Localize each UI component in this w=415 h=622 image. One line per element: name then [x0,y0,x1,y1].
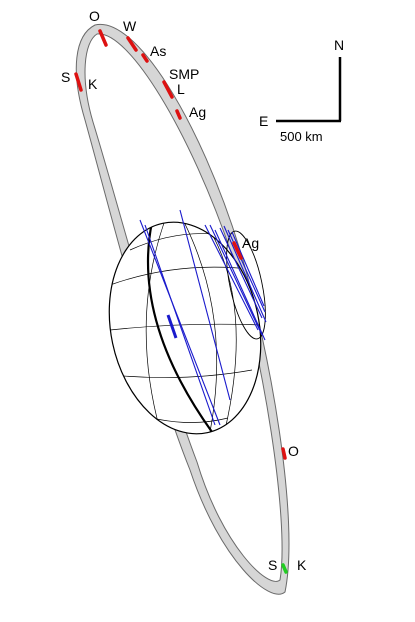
label-k-bottom: K [297,557,307,573]
east-label: E [259,113,268,129]
segment-as [141,53,149,63]
chord [204,224,259,331]
segment-o-top [98,29,108,47]
chord [231,231,265,307]
chord-short [166,314,178,339]
body-globe [108,217,266,435]
segment-s-left [74,72,83,92]
chord [209,224,263,336]
label-l: L [177,81,185,97]
label-ag-mid: Ag [242,235,259,251]
chord [179,209,231,401]
label-k-left: K [88,76,98,92]
central-meridian [146,221,213,433]
segment-o-lower [281,447,287,460]
segment-ag-mid [232,241,243,260]
label-o-lower: O [288,443,299,459]
ring-segments [74,29,287,460]
segment-w [126,36,138,52]
label-s-left: S [61,69,70,85]
segment-green [281,563,288,574]
chord [223,225,267,323]
compass: N E 500 km [259,37,344,144]
north-label: N [334,37,344,53]
label-as: As [150,43,166,59]
segment-smp-l [162,80,174,99]
label-o-top: O [89,8,100,24]
ring-labels: O W As S K SMP L Ag Ag O S K [61,8,307,573]
chord [214,229,266,341]
limb-shadow [226,230,266,340]
segment-ag-upper [175,109,182,120]
label-smp: SMP [169,66,199,82]
chord [144,224,216,426]
scale-label: 500 km [280,129,323,144]
label-s-bottom: S [268,557,277,573]
label-w: W [123,18,137,34]
chord [219,227,263,319]
chords [139,209,267,426]
label-ag-upper: Ag [189,104,206,120]
chord [139,219,221,426]
